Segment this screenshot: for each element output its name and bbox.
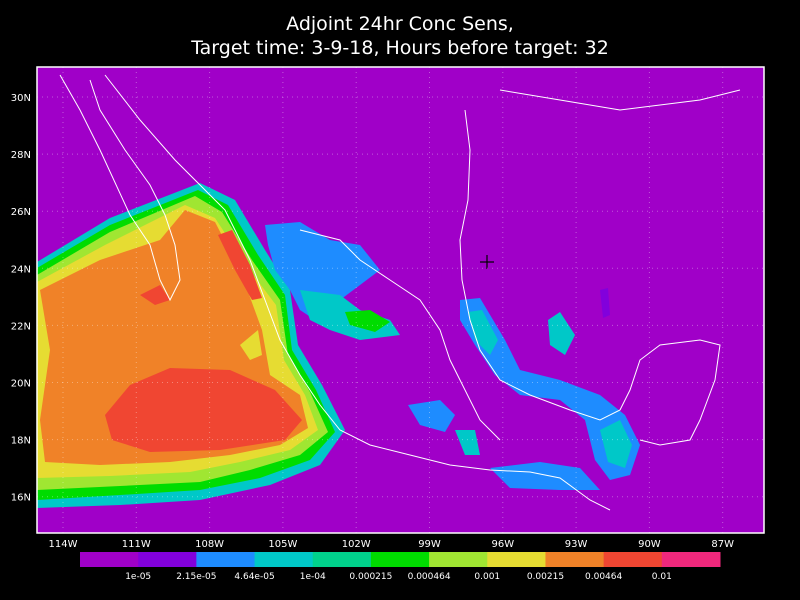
colorbar-swatch (487, 552, 546, 567)
colorbar-label: 0.000215 (349, 572, 392, 582)
contour-red-small (140, 285, 170, 305)
coastlines (59, 74, 741, 511)
lon-label: 99W (418, 539, 441, 550)
lat-label: 20N (11, 379, 31, 390)
colorbar-swatch (312, 552, 372, 567)
colorbar-label: 4.64e-05 (234, 572, 274, 582)
lat-label: 22N (11, 321, 31, 332)
title-line-1: Adjoint 24hr Conc Sens, (286, 13, 514, 35)
lon-label: 111W (122, 539, 151, 550)
contour-yellow-inner (240, 330, 262, 360)
colorbar-label: 0.01 (652, 572, 672, 582)
lon-label: 87W (711, 539, 734, 550)
contour-teal-east (468, 310, 498, 355)
lat-label: 28N (11, 150, 31, 161)
colorbar-label: 0.00215 (527, 572, 564, 582)
colorbar-swatch (429, 552, 488, 567)
contour-teal-yucatan (600, 420, 632, 468)
contour-red-gulf (218, 230, 262, 300)
contour-blue-east (460, 298, 640, 480)
lon-label: 105W (268, 539, 297, 550)
lon-label: 108W (195, 539, 224, 550)
lon-label: 93W (565, 539, 588, 550)
colorbar-swatch (603, 552, 663, 567)
lat-label: 18N (11, 436, 31, 447)
colorbar-swatch (254, 552, 314, 567)
contour-green-north (345, 310, 390, 332)
target-marker (480, 255, 494, 269)
contour-teal-south (455, 430, 480, 455)
map-frame (36, 66, 765, 534)
lat-label: 16N (11, 493, 31, 504)
colorbar-label: 2.15e-05 (176, 572, 216, 582)
lat-label: 26N (11, 207, 31, 218)
colorbar-swatch (661, 552, 721, 567)
colorbar-label: 0.00464 (585, 572, 622, 582)
contour-blue-south (408, 400, 455, 432)
colorbar-label: 1e-04 (300, 572, 326, 582)
lat-label: 24N (11, 264, 31, 275)
colorbar-swatch (138, 552, 197, 567)
colorbar-label: 1e-05 (125, 572, 151, 582)
map-field (37, 67, 764, 533)
lon-label: 90W (638, 539, 661, 550)
colorbar-swatch (545, 552, 605, 567)
colorbar-swatch (196, 552, 256, 567)
colorbar-swatch (370, 552, 430, 567)
lon-label: 102W (342, 539, 371, 550)
axis-labels: 30N 28N 26N 24N 22N 20N 18N 16N 114W 111W 108W 105W… (11, 93, 734, 550)
grid (37, 67, 764, 533)
lon-label: 96W (491, 539, 514, 550)
title-line-2: Target time: 3-9-18, Hours before target… (190, 37, 609, 59)
contour-red (105, 368, 302, 452)
colorbar-label: 0.000464 (408, 572, 451, 582)
colorbar-swatch (80, 552, 139, 567)
lat-label: 30N (11, 93, 31, 104)
contour-purple-spot (600, 288, 610, 318)
colorbar: 1e-05 2.15e-05 4.64e-05 1e-04 0.000215 0.0004… (80, 552, 721, 582)
contour-blue-north (265, 222, 380, 330)
contour-teal-gulf (548, 312, 575, 355)
lon-label: 114W (49, 539, 78, 550)
colorbar-label: 0.001 (474, 572, 500, 582)
contour-blue-coast (490, 462, 600, 490)
